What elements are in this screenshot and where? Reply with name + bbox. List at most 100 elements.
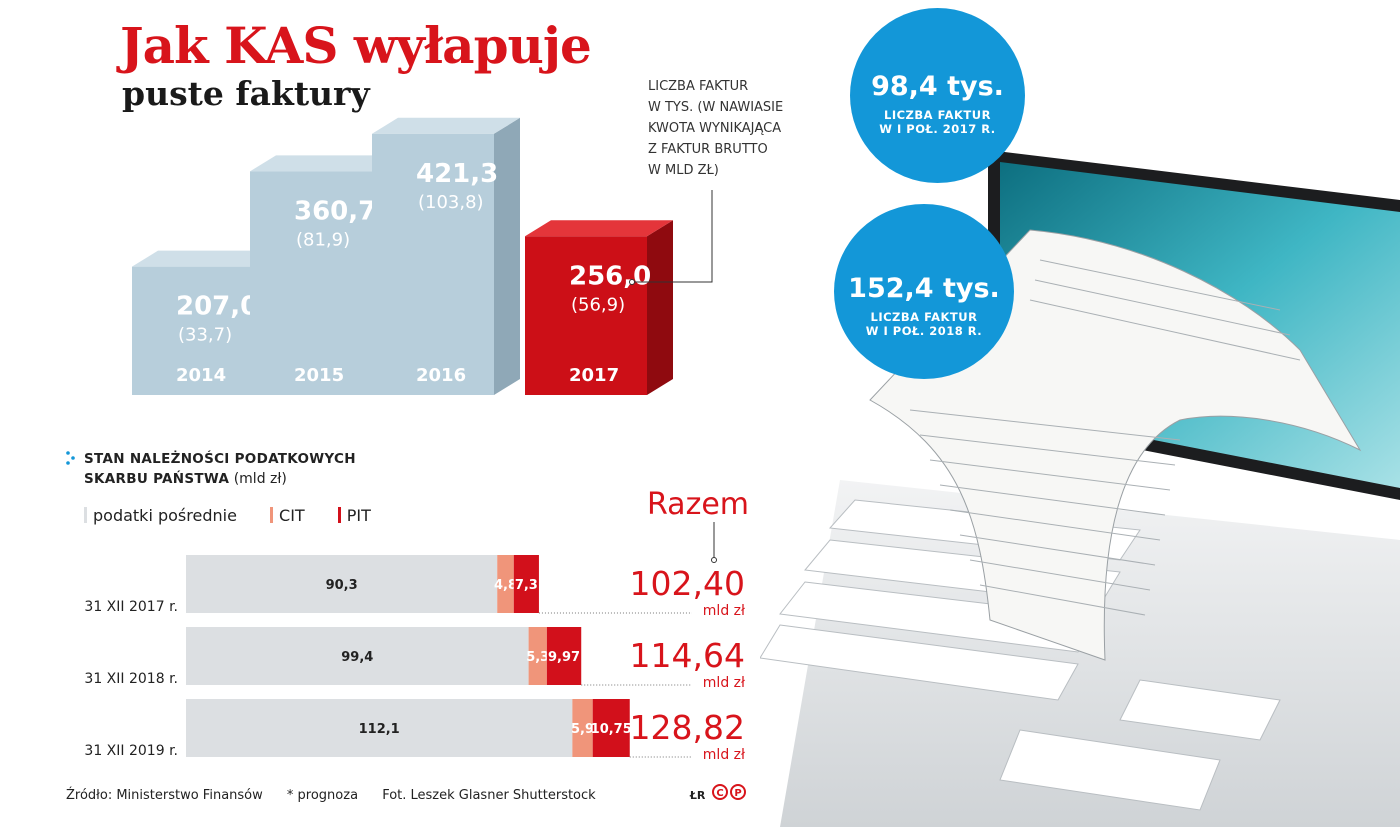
bar-top bbox=[132, 250, 280, 267]
invoice-count-chart: 207,0 (33,7) 2014 360,7 (81,9) 2015 421,3 (103,… bbox=[132, 117, 713, 395]
bar-amount-label: (81,9) bbox=[296, 229, 350, 250]
author-initials: ŁR bbox=[689, 789, 706, 802]
stat-bubble-2017: 98,4 tys. LICZBA FAKTUR W I POŁ. 2017 R. bbox=[850, 8, 1025, 183]
segment-podatki pośrednie bbox=[186, 627, 529, 685]
legend-swatch bbox=[270, 507, 274, 523]
legend-label: PIT bbox=[346, 506, 371, 525]
note-callout-dot bbox=[629, 279, 635, 285]
bar-category-label: 2014 bbox=[176, 365, 226, 386]
segment-label: 5,9 bbox=[571, 722, 594, 737]
bar-amount-label: (56,9) bbox=[571, 294, 625, 315]
bar-category-label: 2015 bbox=[294, 365, 344, 386]
note-callout-line bbox=[632, 190, 713, 283]
totals-header-dot bbox=[711, 557, 717, 563]
source-text: Źródło: Ministerstwo Finansów bbox=[66, 788, 263, 803]
section-title-line2: SKARBU PAŃSTWA bbox=[84, 471, 230, 487]
bar-front bbox=[372, 133, 494, 395]
segment-label: 90,3 bbox=[326, 578, 358, 593]
bar-front bbox=[525, 236, 647, 395]
bubble-label: W I POŁ. 2018 R. bbox=[865, 324, 983, 338]
bar-top bbox=[525, 220, 673, 237]
bar-top bbox=[250, 155, 398, 172]
segment-PIT bbox=[513, 555, 539, 613]
row-total: 128,82 bbox=[630, 708, 745, 747]
forecast-note: * prognoza bbox=[286, 788, 359, 803]
bar-top bbox=[372, 117, 520, 134]
bubble-label: LICZBA FAKTUR bbox=[870, 310, 978, 324]
bar-2014: 207,0 (33,7) 2014 bbox=[132, 250, 280, 395]
note-line: LICZBA FAKTUR bbox=[648, 79, 749, 94]
svg-text:C: C bbox=[716, 788, 723, 799]
bar-value-label: 360,7 bbox=[294, 196, 376, 226]
footer: Źródło: Ministerstwo Finansów * prognoza… bbox=[66, 788, 725, 803]
bar-2017: 256,0 (56,9) 2017 bbox=[525, 220, 673, 395]
bar-value-label: 421,3 bbox=[416, 159, 498, 189]
laptop-invoice-illustration bbox=[760, 150, 1400, 827]
photo-credit: Fot. Leszek Glasner Shutterstock bbox=[382, 788, 596, 803]
stat-bubble-2018: 152,4 tys. LICZBA FAKTUR W I POŁ. 2018 R… bbox=[834, 204, 1014, 379]
section-title-unit: (mld zł) bbox=[233, 471, 287, 487]
bubble-value: 152,4 tys. bbox=[848, 273, 1000, 304]
legend-label: CIT bbox=[279, 506, 305, 525]
legend-item-cit: CIT bbox=[270, 506, 305, 525]
page-title: Jak KAS wyłapuje bbox=[120, 16, 592, 75]
segment-CIT bbox=[528, 627, 547, 685]
bar-amount-label: (103,8) bbox=[418, 192, 484, 213]
legend-label: podatki pośrednie bbox=[93, 506, 237, 525]
row-total-unit: mld zł bbox=[703, 603, 745, 619]
legend-swatch bbox=[337, 507, 341, 523]
row-label: 31 XII 2019 r. bbox=[84, 743, 178, 759]
bar-side bbox=[647, 220, 673, 395]
bar-2016: 421,3 (103,8) 2016 bbox=[372, 117, 520, 395]
bubble-label: W I POŁ. 2017 R. bbox=[879, 122, 996, 136]
row-total: 102,40 bbox=[630, 564, 745, 603]
bar-value-label: 256,0 bbox=[569, 261, 651, 291]
bubble-label: LICZBA FAKTUR bbox=[884, 108, 991, 122]
totals-header: Razem bbox=[647, 487, 749, 522]
segment-CIT bbox=[572, 699, 593, 757]
bar-amount-label: (33,7) bbox=[178, 325, 232, 346]
segment-PIT bbox=[592, 699, 630, 757]
segment-label: 7,3 bbox=[515, 578, 538, 593]
bar-front bbox=[132, 266, 254, 395]
copyright-icon: C P bbox=[712, 784, 746, 800]
segment-label: 10,75 bbox=[591, 722, 632, 737]
legend-item-indirect: podatki pośrednie bbox=[84, 506, 237, 525]
page-subtitle: puste faktury bbox=[122, 74, 370, 113]
bubble-value: 98,4 tys. bbox=[871, 71, 1004, 102]
row-label: 31 XII 2017 r. bbox=[84, 599, 178, 615]
svg-text:P: P bbox=[734, 788, 741, 799]
note-line: W MLD ZŁ) bbox=[648, 163, 719, 178]
row-total: 114,64 bbox=[630, 636, 745, 675]
segment-CIT bbox=[497, 555, 514, 613]
segment-label: 4,8 bbox=[494, 578, 517, 593]
bar-value-label: 207,0 bbox=[176, 292, 258, 322]
row-total-unit: mld zł bbox=[703, 747, 745, 763]
segment-podatki pośrednie bbox=[186, 699, 573, 757]
bar-front bbox=[250, 171, 372, 395]
segment-podatki pośrednie bbox=[186, 555, 498, 613]
segment-label: 99,4 bbox=[341, 650, 373, 665]
chart-note: LICZBA FAKTUR W TYS. (W NAWIASIE KWOTA W… bbox=[648, 76, 818, 181]
section-bullet-icon bbox=[66, 451, 75, 465]
bar-category-label: 2017 bbox=[569, 365, 619, 386]
legend-item-pit: PIT bbox=[337, 506, 371, 525]
segment-label: 112,1 bbox=[359, 722, 400, 737]
section-title-line1: STAN NALEŻNOŚCI PODATKOWYCH bbox=[84, 451, 356, 467]
note-line: W TYS. (W NAWIASIE bbox=[648, 100, 784, 115]
section-title: STAN NALEŻNOŚCI PODATKOWYCH SKARBU PAŃST… bbox=[84, 449, 356, 489]
bar-category-label: 2016 bbox=[416, 365, 466, 386]
segment-label: 5,3 bbox=[526, 650, 549, 665]
row-label: 31 XII 2018 r. bbox=[84, 671, 178, 687]
legend-swatch bbox=[84, 507, 87, 523]
segment-label: 9,97 bbox=[548, 650, 580, 665]
note-line: Z FAKTUR BRUTTO bbox=[648, 142, 768, 157]
bar-side bbox=[494, 117, 520, 395]
row-total-unit: mld zł bbox=[703, 675, 745, 691]
note-line: KWOTA WYNIKAJĄCA bbox=[648, 121, 782, 136]
legend: podatki pośrednie CIT PIT bbox=[84, 506, 399, 525]
segment-PIT bbox=[546, 627, 582, 685]
